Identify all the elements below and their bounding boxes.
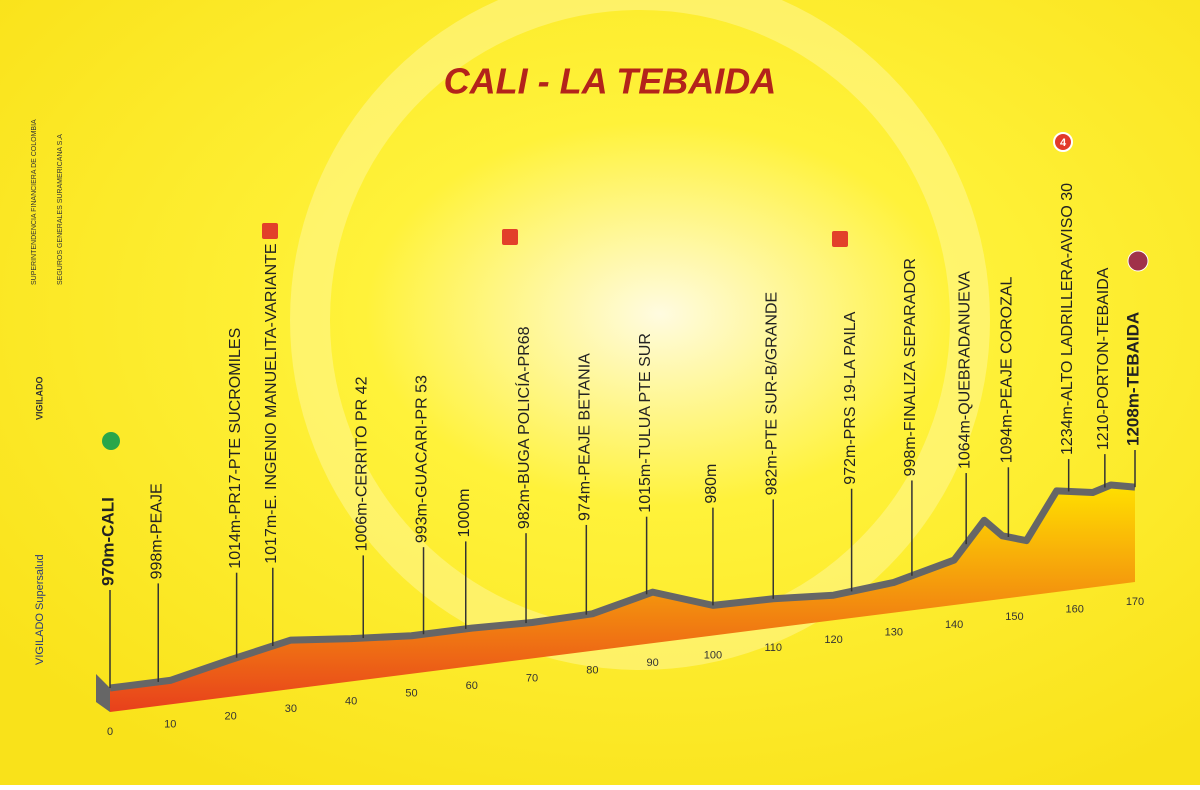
climb-category: 4 <box>1060 137 1067 149</box>
waypoint-label: 1006m-CERRITO PR 42 <box>353 376 370 551</box>
waypoint-label: 1094m-PEAJE COROZAL <box>999 276 1016 463</box>
x-tick-label: 140 <box>945 619 963 631</box>
x-tick-label: 0 <box>107 726 113 738</box>
x-tick-label: 30 <box>285 703 297 715</box>
x-tick-label: 50 <box>405 688 417 700</box>
x-tick-label: 80 <box>586 665 598 677</box>
waypoint-label: 1064m-QUEBRADANUEVA <box>956 271 973 469</box>
waypoint-label: 1017m-E. INGENIO MANUELITA-VARIANTE <box>263 243 280 563</box>
waypoint-label: 974m-PEAJE BETANIA <box>577 353 594 521</box>
climb-badge <box>1053 132 1073 152</box>
x-tick-label: 10 <box>164 718 176 730</box>
x-tick-label: 130 <box>885 626 903 638</box>
waypoint-label: 1210-PORTON-TEBAIDA <box>1095 267 1112 450</box>
sprint-icon <box>502 229 518 245</box>
x-tick-label: 160 <box>1066 604 1084 616</box>
x-tick-label: 150 <box>1005 611 1023 623</box>
x-tick-label: 60 <box>466 680 478 692</box>
side-text: SUPERINTENDENCIA FINANCIERA DE COLOMBIA <box>31 119 38 285</box>
waypoint-label: 1015m-TULUA PTE SUR <box>637 333 654 513</box>
side-texts: SUPERINTENDENCIA FINANCIERA DE COLOMBIA … <box>31 119 64 665</box>
x-tick-label: 120 <box>824 634 842 646</box>
waypoint-label: 993m-GUACARI-PR 53 <box>414 375 431 543</box>
waypoint-label: 998m-PEAJE <box>148 483 165 579</box>
waypoint-label: 1234m-ALTO LADRILLERA-AVISO 30 <box>1059 183 1076 455</box>
waypoint-label: 982m-BUGA POLICÍA-PR68 <box>514 326 533 529</box>
x-tick-label: 100 <box>704 649 722 661</box>
x-tick-label: 70 <box>526 672 538 684</box>
side-text: VIGILADO Supersalud <box>34 554 46 665</box>
sprint-icons <box>262 223 848 247</box>
profile-edge <box>109 481 1136 692</box>
waypoint-label: 970m-CALI <box>98 497 117 586</box>
start-icon <box>102 432 120 450</box>
chart-title: CALI - LA TEBAIDA <box>444 61 777 102</box>
waypoint-label: 1014m-PR17-PTE SUCROMILES <box>227 328 244 569</box>
sprint-icon <box>262 223 278 239</box>
x-tick-label: 90 <box>647 657 659 669</box>
waypoint-label: 982m-PTE SUR-B/GRANDE <box>763 292 780 496</box>
x-tick-label: 20 <box>224 711 236 723</box>
x-tick-label: 40 <box>345 695 357 707</box>
waypoint-label: 998m-FINALIZA SEPARADOR <box>902 258 919 476</box>
x-tick-label: 110 <box>764 642 782 654</box>
side-text: VIGILADO <box>34 376 44 420</box>
sprint-icon <box>832 231 848 247</box>
finish-icon <box>1127 250 1149 272</box>
waypoint-label: 1208m-TEBAIDA <box>1123 312 1142 446</box>
profile-area <box>110 485 1135 712</box>
waypoint-label: 980m <box>703 464 720 504</box>
waypoint-label: 1000m <box>456 488 473 537</box>
side-text: SEGUROS GENERALES SURAMERICANA S.A <box>57 134 64 285</box>
profile-base-side <box>96 674 110 712</box>
x-tick-label: 170 <box>1126 596 1144 608</box>
decor-ring <box>290 0 990 670</box>
waypoint-label: 972m-PRS 19-LA PAILA <box>842 311 859 484</box>
